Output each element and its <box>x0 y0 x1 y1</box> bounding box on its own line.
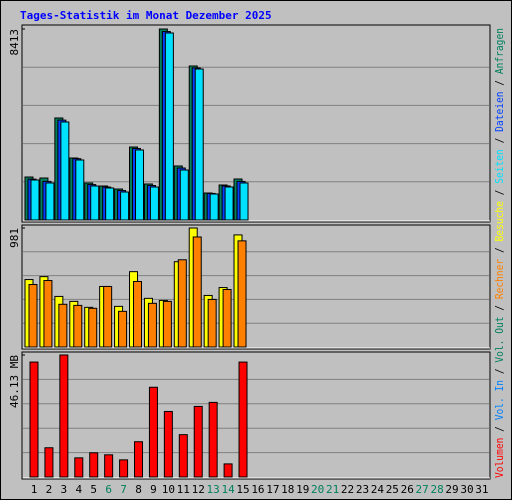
bar <box>118 310 128 348</box>
bar <box>103 285 113 348</box>
bar <box>44 447 54 478</box>
bar <box>89 452 99 478</box>
bar <box>222 289 232 348</box>
x-tick-label: 15 <box>236 483 249 496</box>
bar <box>60 121 70 221</box>
bar <box>177 259 187 348</box>
bar <box>162 300 172 348</box>
x-tick-label: 10 <box>162 483 175 496</box>
bar <box>178 434 188 478</box>
x-tick-label: 6 <box>105 483 112 496</box>
bar <box>164 32 174 221</box>
x-tick-label: 19 <box>296 483 309 496</box>
panel <box>21 351 491 480</box>
x-tick-label: 8 <box>135 483 142 496</box>
bar <box>119 459 129 478</box>
legend-separator: / <box>493 184 506 201</box>
x-tick-label: 22 <box>341 483 354 496</box>
bar <box>59 354 69 478</box>
legend-separator: / <box>493 420 506 437</box>
x-tick-label: 9 <box>150 483 157 496</box>
bar <box>238 361 248 478</box>
bar <box>135 149 145 221</box>
legend-item: Anfragen <box>493 28 506 74</box>
x-tick-label: 11 <box>177 483 190 496</box>
legend-item: Dateien <box>493 91 506 131</box>
x-tick-label: 18 <box>281 483 294 496</box>
x-tick-label: 27 <box>416 483 429 496</box>
bar <box>133 280 143 348</box>
x-tick-label: 23 <box>356 483 369 496</box>
x-tick-label: 2 <box>46 483 53 496</box>
bar <box>148 386 158 478</box>
bar <box>120 191 130 221</box>
chart-title: Tages-Statistik im Monat Dezember 2025 <box>20 9 272 22</box>
x-tick-label: 20 <box>311 483 324 496</box>
bar <box>45 182 55 221</box>
bar <box>194 68 204 221</box>
bar <box>239 182 249 221</box>
legend-separator: / <box>493 299 506 316</box>
bar <box>223 463 233 478</box>
y-tick-label: 981 <box>8 228 21 248</box>
bar <box>207 298 217 348</box>
legend-separator: / <box>493 241 506 258</box>
x-tick-label: 28 <box>430 483 443 496</box>
bar <box>90 185 100 221</box>
legend-separator: / <box>493 74 506 91</box>
x-tick-label: 1 <box>31 483 38 496</box>
legend-item: Seiten <box>493 149 506 184</box>
x-tick-label: 5 <box>90 483 97 496</box>
legend: Volumen / Vol. In / Vol. Out / Rechner /… <box>493 28 506 478</box>
bar <box>28 284 38 348</box>
bar <box>43 280 53 348</box>
legend-separator: / <box>493 363 506 380</box>
x-tick-label: 14 <box>221 483 235 496</box>
bar <box>192 236 202 348</box>
bar <box>134 441 144 478</box>
x-tick-label: 21 <box>326 483 339 496</box>
x-tick-label: 31 <box>475 483 488 496</box>
legend-item: Vol. In <box>493 380 506 420</box>
bar <box>105 187 115 221</box>
legend-item: Rechner <box>493 258 506 299</box>
bar <box>88 307 98 348</box>
x-tick-label: 30 <box>460 483 473 496</box>
bar <box>58 303 68 348</box>
y-tick-label: 8413 <box>8 29 21 56</box>
bar <box>30 179 40 221</box>
x-tick-label: 7 <box>120 483 127 496</box>
bar <box>74 457 84 478</box>
bar <box>237 240 247 348</box>
legend-separator: / <box>493 132 506 149</box>
bar <box>224 186 234 221</box>
bar <box>193 405 203 478</box>
x-tick-label: 17 <box>266 483 279 496</box>
bar <box>75 159 85 221</box>
x-tick-label: 29 <box>445 483 458 496</box>
bar <box>163 410 173 478</box>
x-tick-label: 24 <box>371 483 385 496</box>
bar <box>104 454 114 478</box>
x-tick-label: 12 <box>192 483 205 496</box>
x-tick-label: 25 <box>386 483 399 496</box>
bar <box>209 193 219 221</box>
x-tick-label: 26 <box>401 483 414 496</box>
y-tick-label: 46.13 MB <box>8 355 21 408</box>
x-tick-label: 13 <box>207 483 220 496</box>
bar <box>179 169 189 221</box>
bar <box>147 302 157 348</box>
bar <box>29 361 39 478</box>
legend-item: Vol. Out <box>493 316 506 362</box>
bar <box>149 186 159 221</box>
x-tick-label: 3 <box>61 483 68 496</box>
x-tick-label: 16 <box>251 483 264 496</box>
bar <box>208 401 218 478</box>
bar <box>73 304 83 348</box>
legend-item: Volumen <box>493 438 506 478</box>
legend-item: Besuche <box>493 201 506 241</box>
x-tick-label: 4 <box>75 483 82 496</box>
